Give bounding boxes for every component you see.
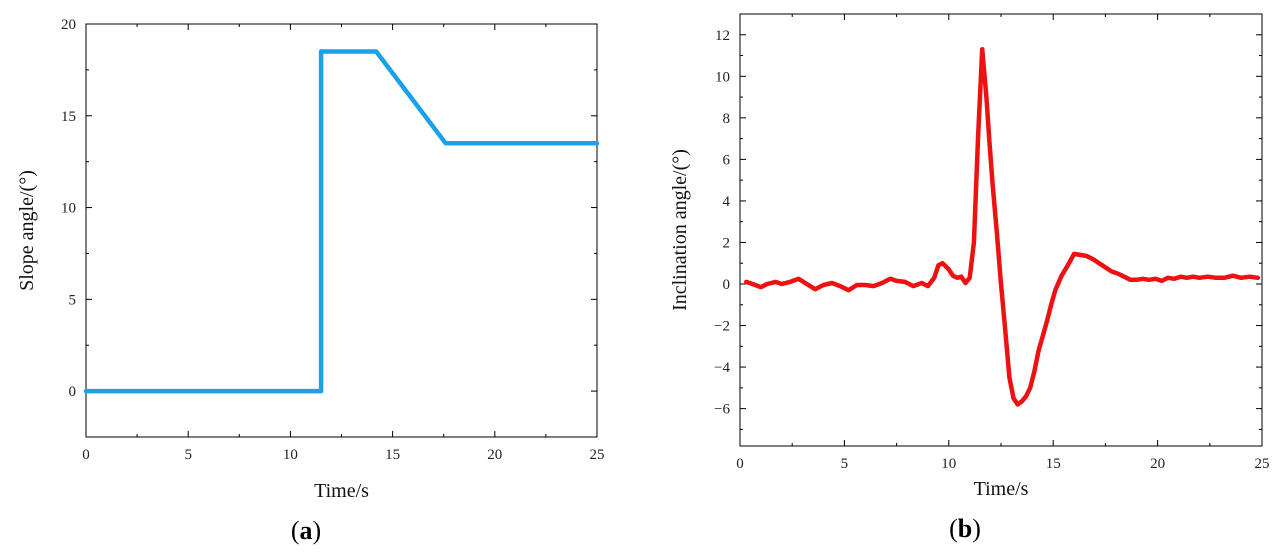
y-tick-label: 20: [61, 17, 76, 33]
panel-label-open-paren: (: [291, 516, 300, 545]
panel-label-close-paren: ): [972, 514, 981, 543]
x-tick-label: 20: [1150, 456, 1165, 472]
y-tick-label: −4: [714, 360, 730, 376]
y-tick-label: 15: [61, 109, 76, 125]
panel-label-letter: a: [300, 516, 313, 545]
series-line-0: [744, 47, 1261, 407]
panel-label: (b): [949, 514, 981, 543]
x-axis-title: Time/s: [974, 478, 1029, 500]
panel-label-close-paren: ): [313, 516, 322, 545]
x-tick-label: 0: [82, 447, 90, 463]
x-axis-title: Time/s: [314, 480, 369, 502]
x-tick-label: 10: [941, 456, 956, 472]
y-axis-title: Slope angle/(°): [16, 170, 38, 291]
plot-frame: [739, 13, 1263, 447]
y-tick-label: 5: [69, 292, 77, 308]
y-tick-label: 0: [69, 384, 77, 400]
plot-frame: [85, 23, 598, 438]
series-line-0: [83, 49, 600, 394]
y-tick-label: 8: [723, 111, 731, 127]
x-tick-label: 5: [184, 447, 192, 463]
y-axis-title: Inclination angle/(°): [669, 149, 691, 311]
panel-label-open-paren: (: [949, 514, 958, 543]
y-tick-label: −6: [714, 402, 730, 418]
x-tick-label: 25: [590, 447, 605, 463]
y-tick-label: −2: [714, 319, 730, 335]
panel-label: (a): [291, 516, 321, 545]
x-tick-label: 5: [841, 456, 849, 472]
x-tick-label: 0: [736, 456, 744, 472]
y-tick-label: 0: [723, 277, 731, 293]
chart-panel-a: 0 5 10 15 20 25 0 5 10 15 20 Time/s Slope angle/(°) (…: [16, 17, 605, 545]
y-tick-label: 10: [715, 69, 730, 85]
x-tick-label: 15: [385, 447, 400, 463]
x-tick-label: 25: [1255, 456, 1270, 472]
x-tick-label: 10: [283, 447, 298, 463]
y-tick-label: 4: [723, 194, 731, 210]
y-tick-label: 6: [723, 152, 731, 168]
panel-label-letter: b: [958, 514, 972, 543]
chart-panel-b: 0 5 10 15 20 25 −6 −4 −2 0 2 4 6 8 10 12 Time/s Inclinati…: [669, 13, 1270, 543]
y-tick-label: 12: [715, 28, 730, 44]
x-tick-label: 20: [487, 447, 502, 463]
y-tick-label: 10: [61, 201, 76, 217]
x-tick-label: 15: [1046, 456, 1061, 472]
y-tick-label: 2: [723, 235, 731, 251]
